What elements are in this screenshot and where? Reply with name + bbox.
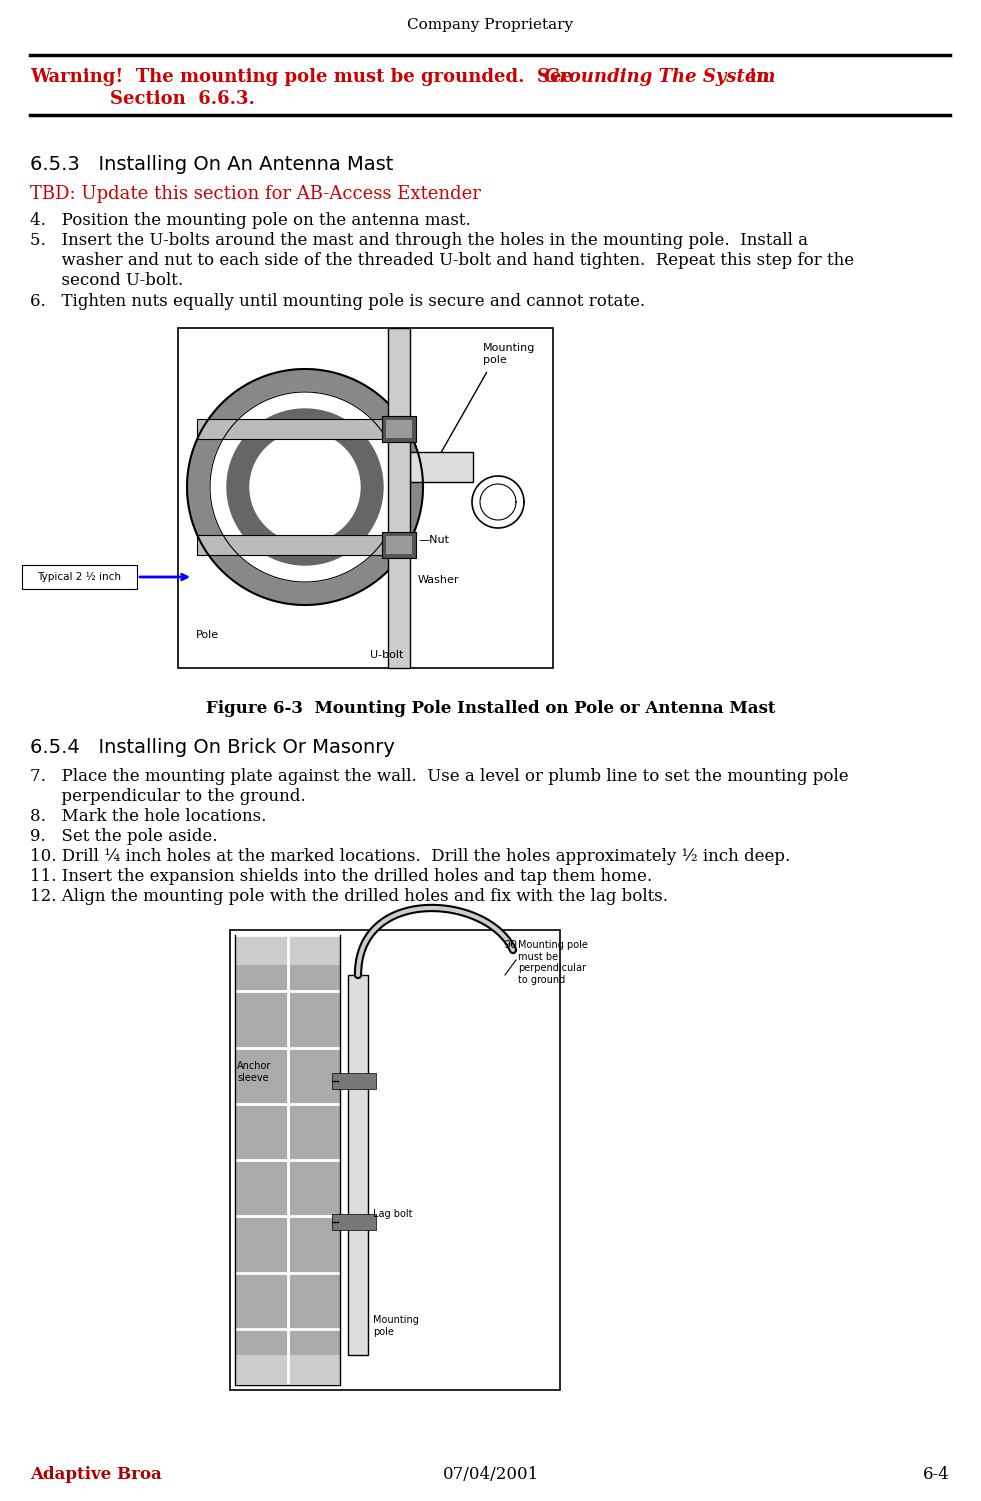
Bar — [386, 420, 412, 438]
Text: Adaptive Broa: Adaptive Broa — [30, 1466, 162, 1483]
Text: second U-bolt.: second U-bolt. — [30, 272, 183, 290]
Text: Washer: Washer — [418, 575, 459, 585]
Text: Lag bolt: Lag bolt — [373, 1208, 412, 1219]
Text: Section  6.6.3.: Section 6.6.3. — [110, 90, 255, 108]
Bar — [230, 931, 560, 1390]
Text: 6.5.3   Installing On An Antenna Mast: 6.5.3 Installing On An Antenna Mast — [30, 155, 393, 174]
Text: 9.   Set the pole aside.: 9. Set the pole aside. — [30, 829, 218, 845]
Bar — [332, 1214, 376, 1229]
Text: Warning!  The mounting pole must be grounded.  See: Warning! The mounting pole must be groun… — [30, 68, 579, 86]
Text: 90: 90 — [503, 940, 517, 950]
Bar — [382, 531, 416, 558]
Text: 07/04/2001: 07/04/2001 — [442, 1466, 539, 1483]
Text: Mounting
pole: Mounting pole — [373, 1315, 419, 1336]
Bar — [178, 329, 553, 668]
Text: TBD: Update this section for AB-Access Extender: TBD: Update this section for AB-Access E… — [30, 185, 481, 203]
Text: 6.5.4   Installing On Brick Or Masonry: 6.5.4 Installing On Brick Or Masonry — [30, 738, 395, 757]
Bar — [235, 935, 340, 965]
Text: perpendicular to the ground.: perpendicular to the ground. — [30, 788, 306, 805]
Text: Mounting pole
must be
perpendicular
to ground: Mounting pole must be perpendicular to g… — [518, 940, 588, 985]
Bar — [332, 1073, 376, 1090]
Text: 11. Insert the expansion shields into the drilled holes and tap them home.: 11. Insert the expansion shields into th… — [30, 868, 652, 886]
Bar — [197, 419, 410, 438]
Text: 7.   Place the mounting plate against the wall.  Use a level or plumb line to se: 7. Place the mounting plate against the … — [30, 769, 849, 785]
Bar — [197, 534, 410, 555]
Bar — [235, 1355, 340, 1385]
Bar — [386, 536, 412, 554]
Text: Anchor
sleeve: Anchor sleeve — [237, 1061, 272, 1084]
Text: 6-4: 6-4 — [923, 1466, 950, 1483]
Polygon shape — [210, 392, 400, 582]
Polygon shape — [250, 432, 360, 542]
Text: Mounting
pole: Mounting pole — [483, 344, 536, 365]
Text: 12. Align the mounting pole with the drilled holes and fix with the lag bolts.: 12. Align the mounting pole with the dri… — [30, 889, 668, 905]
Bar — [382, 416, 416, 441]
Bar — [235, 935, 340, 1385]
Text: Figure 6-3  Mounting Pole Installed on Pole or Antenna Mast: Figure 6-3 Mounting Pole Installed on Po… — [206, 699, 775, 717]
Text: 5.   Insert the U-bolts around the mast and through the holes in the mounting po: 5. Insert the U-bolts around the mast an… — [30, 233, 808, 249]
Bar — [410, 452, 473, 482]
Text: U-bolt: U-bolt — [370, 650, 403, 660]
Text: Typical 2 ½ inch: Typical 2 ½ inch — [37, 572, 122, 582]
Text: washer and nut to each side of the threaded U-bolt and hand tighten.  Repeat thi: washer and nut to each side of the threa… — [30, 252, 854, 269]
Text: 6.   Tighten nuts equally until mounting pole is secure and cannot rotate.: 6. Tighten nuts equally until mounting p… — [30, 293, 645, 311]
Polygon shape — [227, 408, 383, 564]
Text: 8.   Mark the hole locations.: 8. Mark the hole locations. — [30, 808, 267, 826]
Text: —Nut: —Nut — [418, 534, 449, 545]
Polygon shape — [187, 369, 423, 605]
Text: in: in — [737, 68, 769, 86]
Bar — [388, 329, 410, 668]
Text: 4.   Position the mounting pole on the antenna mast.: 4. Position the mounting pole on the ant… — [30, 212, 471, 230]
Bar — [348, 976, 368, 1355]
Bar — [22, 564, 137, 588]
Text: 10. Drill ¼ inch holes at the marked locations.  Drill the holes approximately ½: 10. Drill ¼ inch holes at the marked loc… — [30, 848, 791, 865]
Text: Company Proprietary: Company Proprietary — [407, 18, 574, 32]
Text: Pole: Pole — [196, 630, 219, 639]
Text: Grounding The System: Grounding The System — [544, 68, 775, 86]
